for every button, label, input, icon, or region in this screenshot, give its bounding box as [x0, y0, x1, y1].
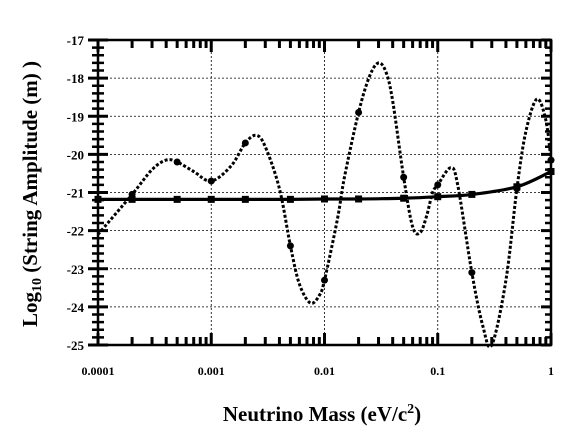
dashed-series-point — [207, 177, 215, 185]
y-axis-title-end: (String Amplitude (m) ) — [18, 61, 42, 278]
x-tick-label: 0.1 — [430, 364, 445, 378]
y-axis-title: Log10 (String Amplitude (m) ) — [18, 61, 45, 327]
y-tick-label: -20 — [67, 147, 84, 162]
dashed-series-point — [434, 181, 442, 189]
y-tick-label: -21 — [67, 186, 84, 201]
solid-series-point — [241, 195, 249, 203]
tick-labels: 0.0001 0.001 0.01 0.1 1 -25 -24 -23 -22 -21 -20 -19… — [67, 33, 554, 378]
dashed-series-point — [513, 185, 521, 193]
solid-series-point — [547, 168, 555, 176]
x-axis-title-end: ) — [414, 402, 421, 426]
dashed-series-point — [400, 173, 408, 181]
y-tick-label: -19 — [67, 109, 85, 124]
y-tick-label: -22 — [67, 224, 84, 239]
x-tick-label: 1 — [548, 364, 554, 378]
y-axis-title-main: Log — [18, 292, 42, 328]
solid-series-point — [286, 195, 294, 203]
y-tick-label: -17 — [67, 33, 85, 48]
x-axis-title-main: Neutrino Mass (eV/c — [223, 402, 407, 426]
solid-series-point — [400, 194, 408, 202]
dashed-series-point — [241, 139, 249, 147]
dashed-series-line — [96, 61, 553, 349]
solid-series-point — [468, 190, 476, 198]
dashed-series-point — [173, 158, 181, 166]
y-tick-label: -24 — [67, 300, 85, 315]
dashed-series-point — [128, 190, 136, 198]
solid-series-point — [434, 193, 442, 201]
x-axis-title-superscript: 2 — [407, 402, 414, 417]
dashed-series-point — [355, 108, 363, 116]
solid-series-point — [94, 195, 102, 203]
dashed-series-point — [468, 269, 476, 277]
y-tick-label: -18 — [67, 71, 85, 86]
dashed-series-point — [286, 242, 294, 250]
x-tick-label: 0.01 — [314, 364, 335, 378]
solid-series-point — [207, 195, 215, 203]
series-layer — [94, 61, 555, 349]
dashed-series-point — [547, 156, 555, 164]
x-tick-label: 0.0001 — [82, 364, 115, 378]
y-axis-title-subscript: 10 — [30, 278, 45, 292]
solid-series-point — [128, 195, 136, 203]
y-tick-label: -25 — [67, 338, 85, 353]
y-tick-label: -23 — [67, 262, 85, 277]
solid-series-point — [173, 195, 181, 203]
x-tick-label: 0.001 — [198, 364, 225, 378]
x-axis-title: Neutrino Mass (eV/c2) — [223, 402, 421, 426]
solid-series-point — [321, 195, 328, 203]
solid-series-point — [355, 195, 363, 203]
ticks — [88, 38, 553, 347]
dashed-series-point — [321, 276, 328, 284]
